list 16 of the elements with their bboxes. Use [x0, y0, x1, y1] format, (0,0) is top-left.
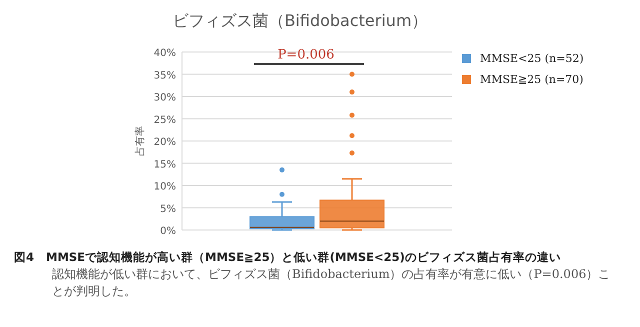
- chart-title: ビフィズス菌（Bifidobacterium）: [172, 11, 428, 30]
- y-tick-label: 35%: [154, 70, 176, 82]
- text: 認知機能が低い群において、ビフィズス菌（Bifidobacterium）の占有率が有意に低い（P=0.006）ことが判明した。: [52, 266, 612, 300]
- y-tick-label: 25%: [154, 114, 176, 126]
- y-tick-label: 15%: [154, 159, 176, 170]
- annotation: P=0.006: [278, 48, 334, 63]
- y-tick-label: 20%: [154, 137, 176, 148]
- caption: 図4 MMSEで認知機能が高い群（MMSE≧25）と低い群(MMSE<25)のビフィズス菌占有率の違い: [14, 250, 561, 264]
- y-tick-label: 30%: [154, 92, 176, 104]
- y-tick-label: 0%: [160, 226, 176, 237]
- legend-label: MMSE≧25 (n=70): [480, 73, 584, 86]
- y-tick-label: 10%: [154, 182, 176, 192]
- y-tick-label: 5%: [160, 204, 176, 215]
- y-axis-title: 占有率: [134, 126, 146, 156]
- y-tick-label: 40%: [154, 48, 176, 59]
- legend-label: MMSE<25 (n=52): [480, 52, 584, 65]
